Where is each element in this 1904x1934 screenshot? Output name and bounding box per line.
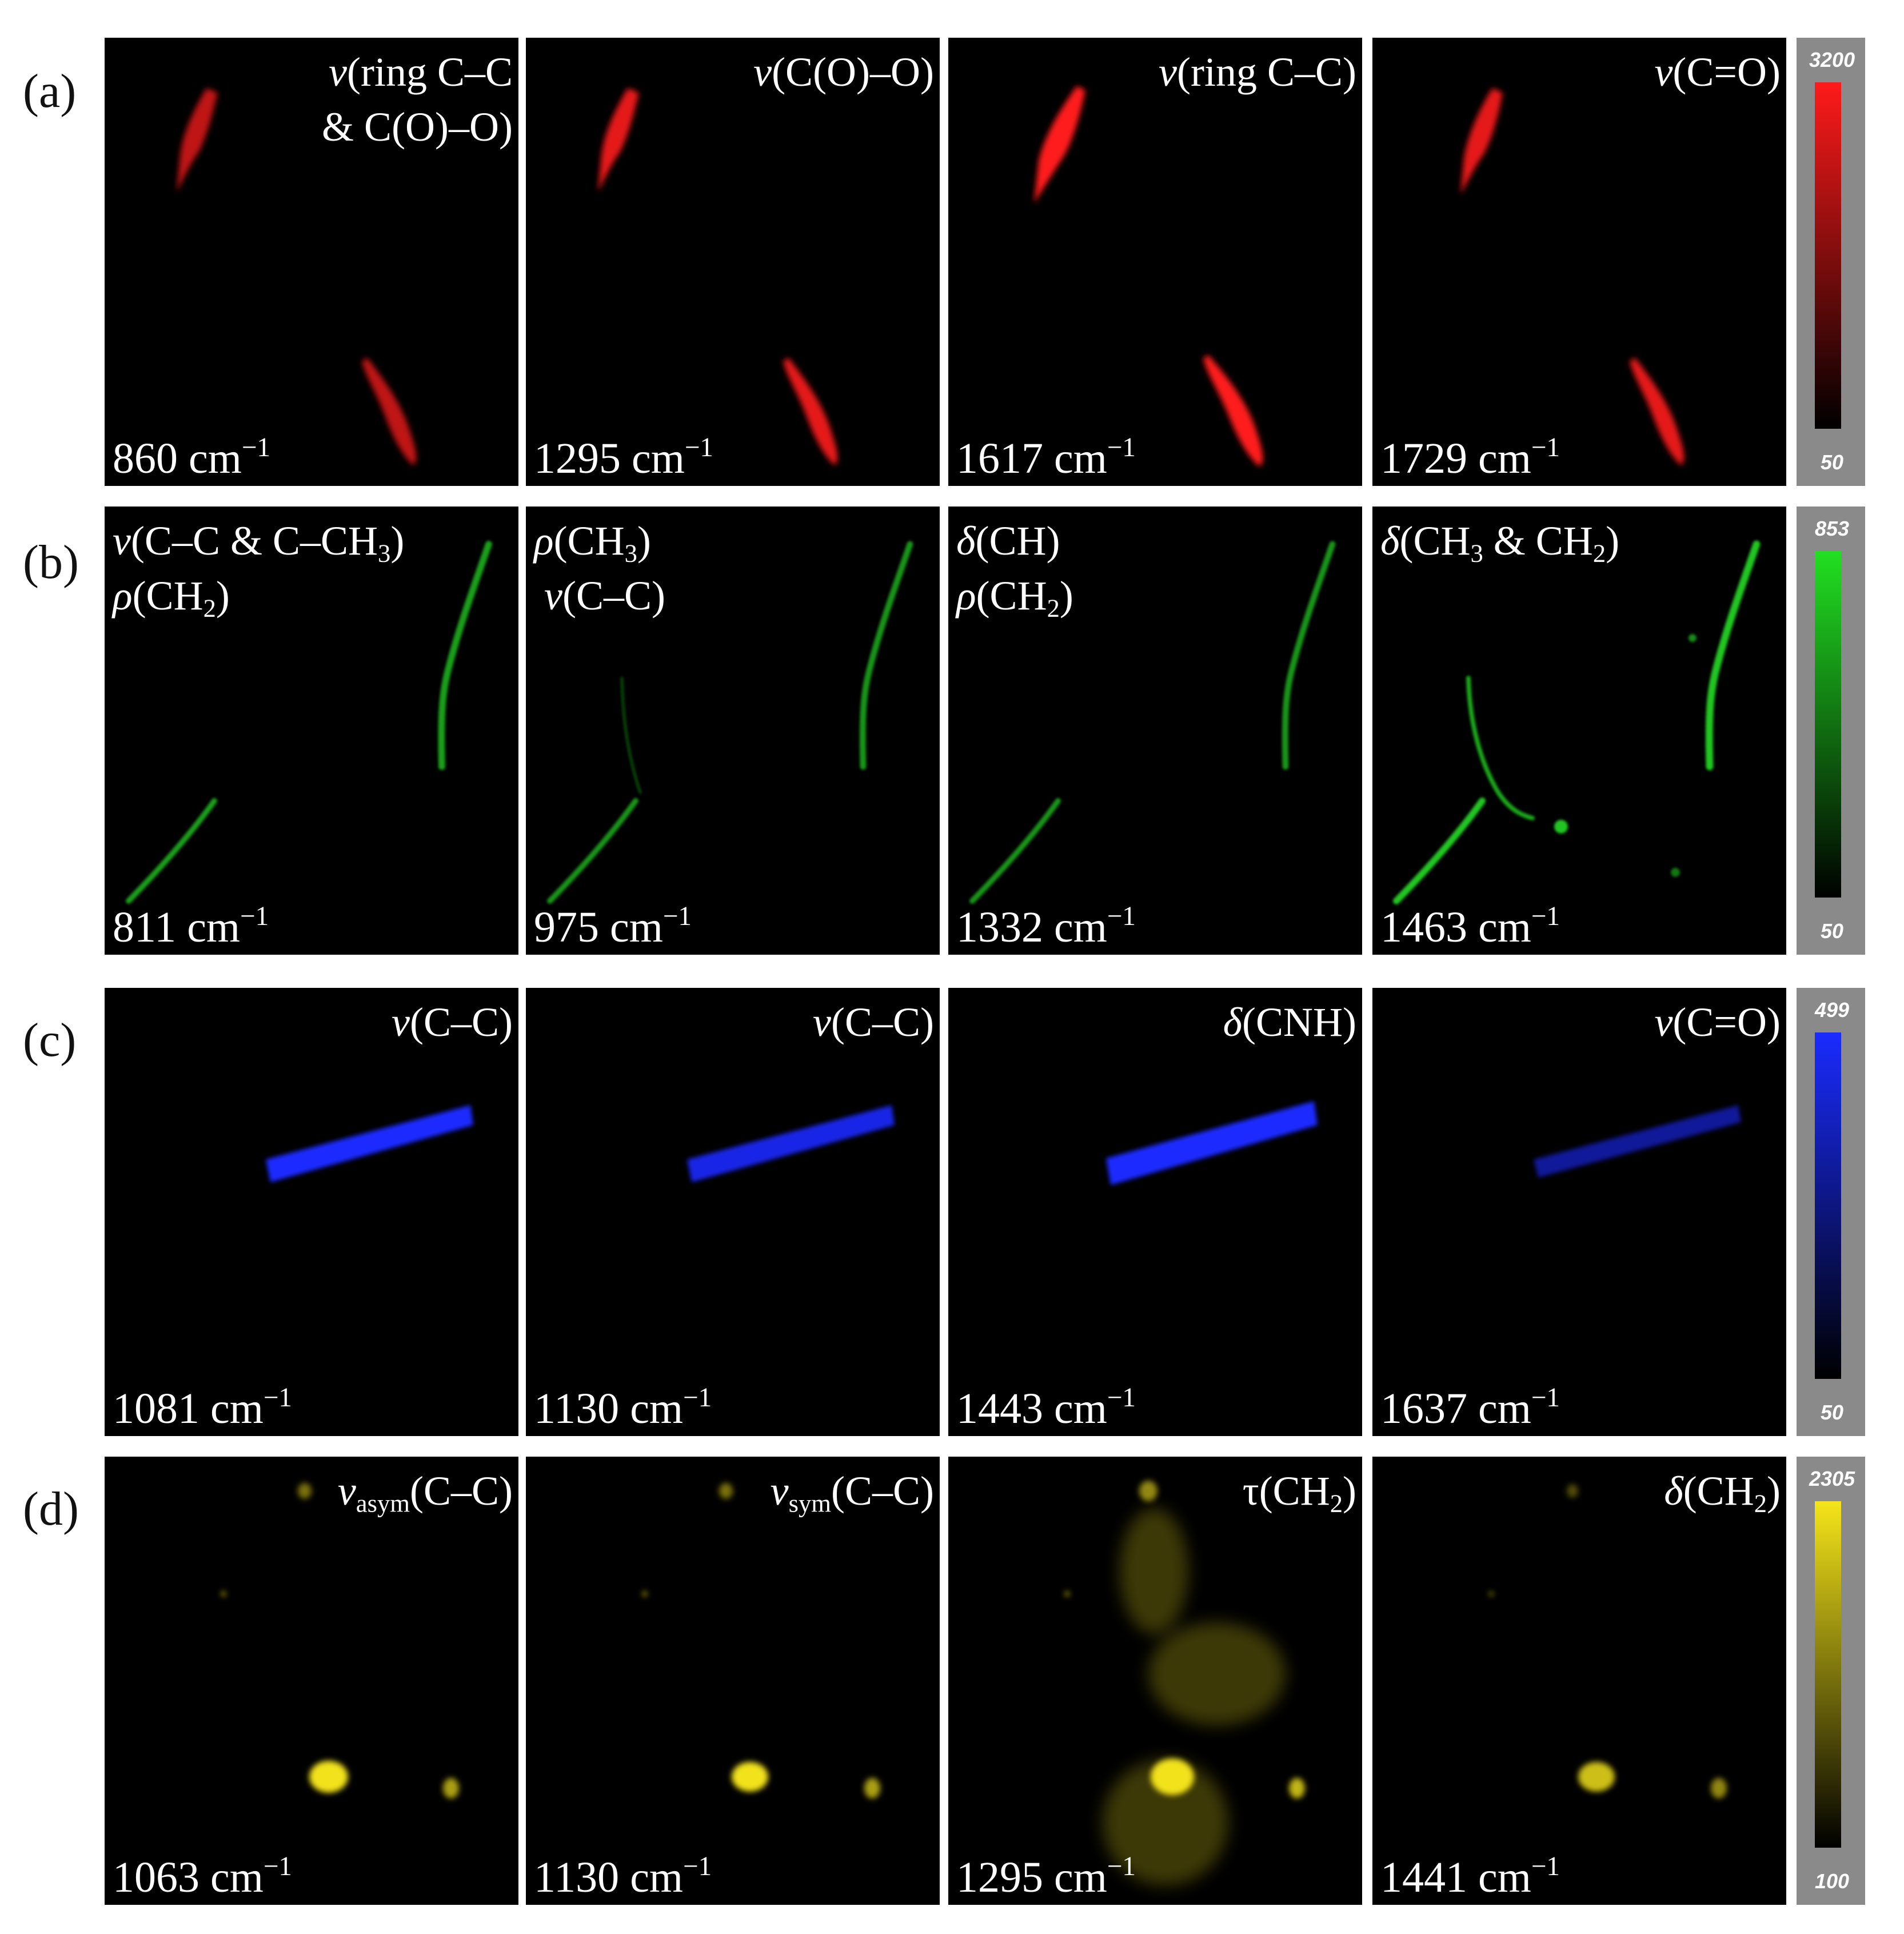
colorbar-d: 2305 100 — [1797, 1457, 1865, 1905]
raman-map-b1 — [126, 541, 492, 904]
raman-map-a2 — [598, 88, 838, 465]
panel-c3: δ(CNH) 1443 cm−1 — [948, 988, 1362, 1436]
vibration-mode-label: δ(CNH) — [1223, 999, 1356, 1045]
wavenumber-label: 1130 cm−1 — [534, 1851, 712, 1901]
panel-c1: v(C–C) 1081 cm−1 — [105, 988, 518, 1436]
wavenumber-label: 1063 cm−1 — [113, 1851, 292, 1901]
colorbar-max: 853 — [1814, 517, 1850, 540]
vibration-mode-label: v(C=O) — [1654, 49, 1781, 95]
wavenumber-label: 1332 cm−1 — [956, 901, 1136, 951]
wavenumber-label: 1295 cm−1 — [956, 1851, 1136, 1901]
wavenumber-label: 1617 cm−1 — [956, 432, 1136, 482]
colorbar-a: 3200 50 — [1797, 38, 1865, 486]
vibration-mode-label: δ(CH3 & CH2) — [1380, 518, 1620, 568]
wavenumber-label: 1441 cm−1 — [1380, 1851, 1560, 1901]
panel-d3: τ(CH2) 1295 cm−1 — [948, 1457, 1362, 1905]
raman-map-d4 — [1489, 1484, 1727, 1799]
vibration-mode-label: v(C=O) — [1654, 999, 1781, 1045]
raman-map-b2 — [547, 541, 913, 904]
raman-map-c3 — [1106, 1101, 1318, 1185]
panel-c4: v(C=O) 1637 cm−1 — [1372, 988, 1786, 1436]
wavenumber-label: 1295 cm−1 — [534, 432, 713, 482]
colorbar-gradient — [1815, 1032, 1841, 1379]
vibration-mode-label: vsym(C–C) — [770, 1468, 934, 1518]
row-label-d: (d) — [23, 1482, 79, 1536]
wavenumber-label: 1130 cm−1 — [534, 1382, 712, 1433]
colorbar-b: 853 50 — [1797, 507, 1865, 955]
panel-a2: v(C(O)–O) 1295 cm−1 — [526, 38, 940, 486]
raman-map-b4 — [1393, 540, 1761, 904]
vibration-mode-label: v(C–C & C–CH3) ρ(CH2) — [113, 518, 405, 623]
panel-b3: δ(CH) ρ(CH2) 1332 cm−1 — [948, 507, 1362, 955]
vibration-mode-label: v(C–C) — [813, 999, 934, 1045]
colorbar-max: 2305 — [1809, 1467, 1855, 1490]
raman-map-a1 — [177, 88, 417, 465]
panel-a4: v(C=O) 1729 cm−1 — [1372, 38, 1786, 486]
raman-map-d3 — [1065, 1481, 1305, 1885]
raman-map-c2 — [687, 1105, 895, 1182]
vibration-mode-label: v(C(O)–O) — [753, 49, 934, 95]
vibration-mode-label: ρ(CH3) v(C–C) — [534, 518, 665, 619]
panel-d1: vasym(C–C) 1063 cm−1 — [105, 1457, 518, 1905]
wavenumber-label: 1081 cm−1 — [113, 1382, 292, 1433]
colorbar-gradient — [1815, 1501, 1841, 1848]
panel-a3: v(ring C–C) 1617 cm−1 — [948, 38, 1362, 486]
colorbar-max: 499 — [1814, 998, 1850, 1022]
raman-map-a4 — [1460, 88, 1685, 465]
colorbar-min: 50 — [1820, 1401, 1844, 1424]
colorbar-gradient — [1815, 551, 1841, 898]
vibration-mode-label: δ(CH) ρ(CH2) — [956, 518, 1073, 623]
row-label-c: (c) — [23, 1014, 77, 1067]
colorbar-min: 100 — [1814, 1869, 1850, 1893]
vibration-mode-label: τ(CH2) — [1242, 1468, 1356, 1518]
vibration-mode-label: vasym(C–C) — [337, 1468, 513, 1518]
wavenumber-label: 1637 cm−1 — [1380, 1382, 1560, 1433]
raman-map-d1 — [221, 1483, 459, 1799]
row-label-b: (b) — [23, 536, 79, 589]
raman-map-c1 — [266, 1105, 473, 1182]
colorbar-c: 499 50 — [1797, 988, 1865, 1436]
colorbar-min: 50 — [1820, 450, 1844, 474]
panel-c2: v(C–C) 1130 cm−1 — [526, 988, 940, 1436]
panel-b2: ρ(CH3) v(C–C) 975 cm−1 — [526, 507, 940, 955]
raman-map-c4 — [1534, 1105, 1741, 1178]
wavenumber-label: 811 cm−1 — [113, 901, 269, 951]
wavenumber-label: 1729 cm−1 — [1380, 432, 1560, 482]
vibration-mode-label: v(C–C) — [392, 999, 513, 1045]
wavenumber-label: 1463 cm−1 — [1380, 901, 1560, 951]
panel-d2: vsym(C–C) 1130 cm−1 — [526, 1457, 940, 1905]
panel-b4: δ(CH3 & CH2) 1463 cm−1 — [1372, 507, 1786, 955]
wavenumber-label: 1443 cm−1 — [956, 1382, 1136, 1433]
colorbar-max: 3200 — [1809, 48, 1855, 71]
vibration-mode-label: v(ring C–C & C(O)–O) — [322, 49, 513, 150]
colorbar-gradient — [1815, 82, 1841, 429]
raman-map-b3 — [969, 541, 1336, 904]
wavenumber-label: 860 cm−1 — [113, 432, 270, 482]
raman-map-a3 — [1034, 86, 1263, 466]
panel-a1: v(ring C–C & C(O)–O) 860 cm−1 — [105, 38, 518, 486]
colorbar-min: 50 — [1820, 919, 1844, 943]
panel-b1: v(C–C & C–CH3) ρ(CH2) 811 cm−1 — [105, 507, 518, 955]
wavenumber-label: 975 cm−1 — [534, 901, 692, 951]
panel-d4: δ(CH2) 1441 cm−1 — [1372, 1457, 1786, 1905]
vibration-mode-label: δ(CH2) — [1664, 1468, 1781, 1518]
vibration-mode-label: v(ring C–C) — [1159, 49, 1356, 95]
row-label-a: (a) — [23, 65, 77, 118]
raman-map-d2 — [642, 1483, 880, 1799]
